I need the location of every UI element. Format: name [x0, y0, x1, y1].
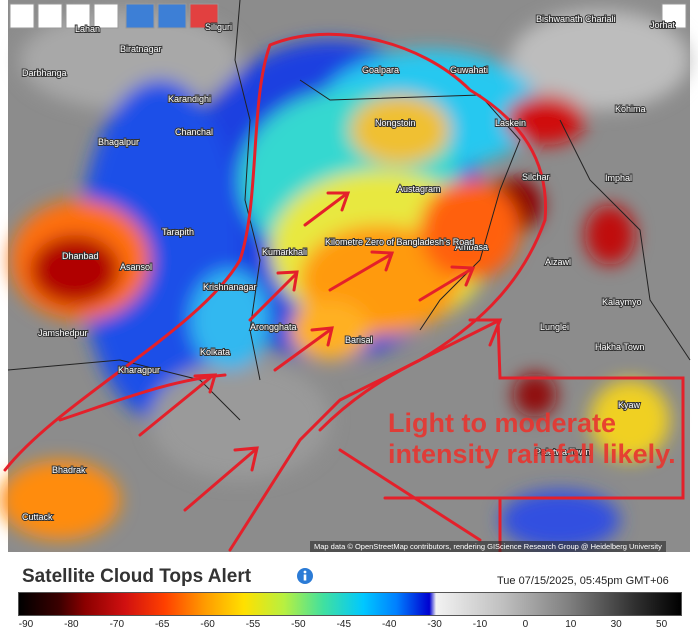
place-label: Austagram — [397, 184, 441, 194]
place-labels: Siliguri Lahan Biratnagar Darbhanga Karandig… — [21, 13, 677, 523]
colorbar-tick-label: -40 — [381, 619, 397, 630]
legend-title: Satellite Cloud Tops Alert — [22, 566, 252, 587]
place-label: Nongstoin — [375, 118, 416, 128]
colorbar-tick-label: -65 — [154, 619, 170, 630]
place-label: Bhagalpur — [98, 137, 139, 147]
place-label: Ambasa — [455, 242, 488, 252]
colorbar-tick-label: 30 — [610, 619, 622, 630]
place-label: Laskein — [495, 118, 526, 128]
place-label: Lunglei — [540, 322, 569, 332]
place-label: Paletwa Town — [535, 447, 590, 457]
place-label: Silchar — [522, 172, 550, 182]
colorbar-tick-label: -60 — [200, 619, 215, 630]
place-label: Krishnanagar — [203, 282, 257, 292]
place-label: Lahan — [75, 24, 100, 34]
place-label: Dhanbad — [62, 251, 99, 261]
colorbar-tick-label: 10 — [565, 619, 577, 630]
place-label: Hakha Town — [595, 342, 644, 352]
place-label: Kilometre Zero of Bangladesh's Road — [325, 237, 474, 247]
colorbar-tick-label: -30 — [427, 619, 442, 630]
colorbar-tick-label: -90 — [18, 619, 34, 630]
place-label: Guwahati — [450, 65, 488, 75]
place-label: Jorhat — [650, 20, 676, 30]
colorbar-tick-label: -10 — [472, 619, 488, 630]
annotation: Light to moderate intensity rainfall lik… — [388, 408, 676, 469]
place-label: Bishwanath Chariali — [536, 14, 616, 24]
place-label: Biratnagar — [120, 44, 162, 54]
place-label: Asansol — [120, 262, 152, 272]
place-label: Kalaymyo — [602, 297, 642, 307]
place-label: Kolkata — [200, 347, 230, 357]
place-label: Bhadrak — [52, 465, 86, 475]
colorbar-tick-label: 50 — [656, 619, 668, 630]
place-label: Kharagpur — [118, 365, 160, 375]
place-label: Goalpara — [362, 65, 399, 75]
place-label: Imphal — [605, 173, 632, 183]
colorbar-tick-label: -45 — [336, 619, 352, 630]
colorbar-tick-label: -50 — [291, 619, 306, 630]
place-label: Jamshedpur — [38, 328, 88, 338]
place-label: Tarapith — [162, 227, 194, 237]
place-label: Kyaw — [618, 400, 641, 410]
colorbar-tick-label: 0 — [522, 619, 529, 630]
place-label: Karandighi — [168, 94, 211, 104]
place-label: Kohima — [615, 104, 646, 114]
info-icon[interactable] — [296, 567, 314, 585]
place-label: Barisal — [345, 335, 373, 345]
colorbar — [18, 592, 682, 616]
colorbar-tick-label: -55 — [245, 619, 261, 630]
place-label: Chanchal — [175, 127, 213, 137]
place-label: Siliguri — [205, 22, 232, 32]
timestamp: Tue 07/15/2025, 05:45pm GMT+06 — [497, 575, 669, 587]
place-label: Darbhanga — [22, 68, 67, 78]
attribution: Map data © OpenStreetMap contributors, r… — [310, 541, 666, 552]
colorbar-tick-label: -80 — [64, 619, 79, 630]
place-label: Kumarkhali — [262, 247, 307, 257]
place-label: Aizawl — [545, 257, 571, 267]
place-label: Cuttack — [22, 512, 53, 522]
place-label: Arongghata — [250, 322, 297, 332]
colorbar-tick-label: -70 — [109, 619, 125, 630]
map: Siliguri Lahan Biratnagar Darbhanga Karandig… — [0, 0, 691, 552]
